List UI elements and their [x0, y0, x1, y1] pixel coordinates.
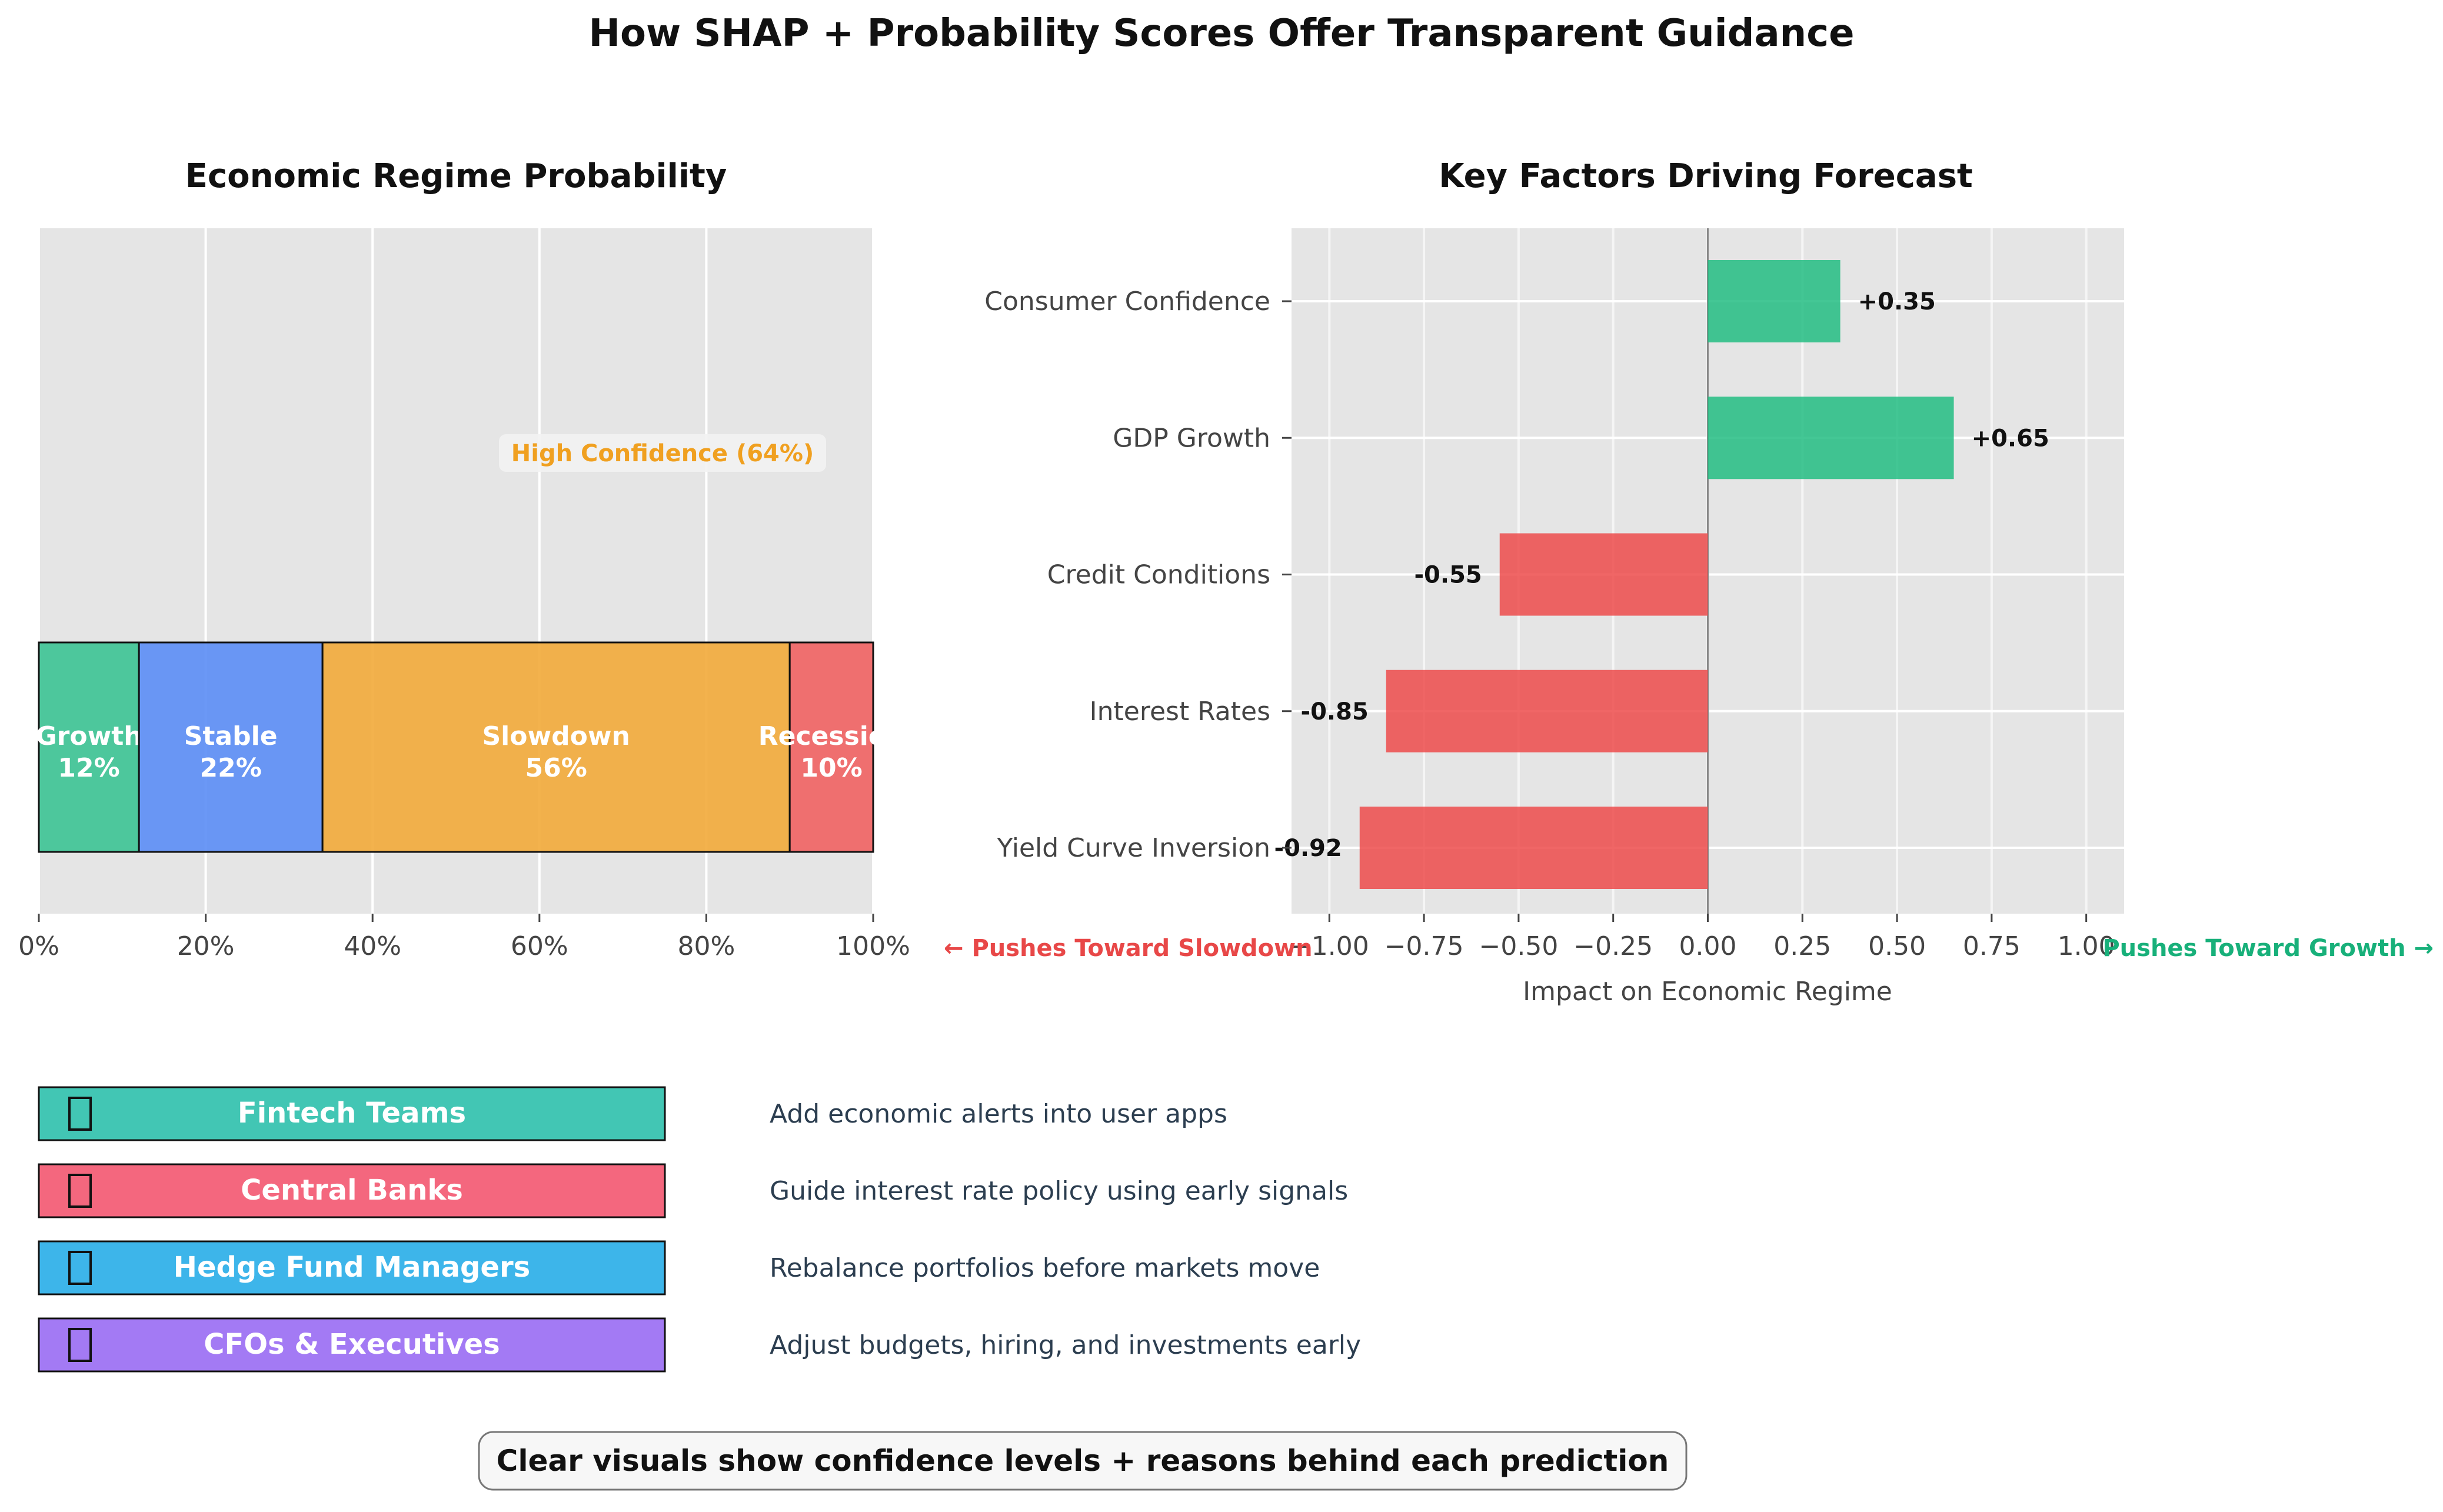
audience-description: Adjust budgets, hiring, and investments …	[770, 1330, 1361, 1360]
regime-x-ticks: 0% 20% 40% 60% 80% 100%	[18, 914, 910, 961]
shap-tick-label: −0.50	[1479, 931, 1558, 961]
audience-row: Hedge Fund Managers Rebalance portfolios …	[38, 1240, 1320, 1295]
slowdown-hint: ← Pushes Toward Slowdown	[944, 935, 1313, 962]
segment-growth	[38, 641, 140, 853]
shap-bar	[1708, 397, 1954, 479]
regime-tick-label: 100%	[836, 931, 910, 961]
regime-tick-label: 80%	[678, 931, 735, 961]
audience-name: Hedge Fund Managers	[174, 1251, 530, 1284]
regime-tick-label: 60%	[511, 931, 568, 961]
shap-value-label: -0.55	[1414, 562, 1482, 589]
audience-name: CFOs & Executives	[204, 1328, 500, 1361]
growth-hint: Pushes Toward Growth →	[2102, 935, 2434, 962]
shap-tick-label: 0.25	[1773, 931, 1831, 961]
bank-icon-glyph	[68, 1174, 92, 1208]
shap-bar	[1359, 807, 1708, 889]
shap-value-label: +0.65	[1972, 425, 2049, 452]
fintech-icon	[68, 1097, 92, 1131]
shap-factors-chart: Key Factors Driving Forecast +0.35 +0.65 -…	[944, 157, 2434, 1007]
confidence-annotation: High Confidence (64%)	[499, 434, 826, 472]
shap-bar	[1499, 533, 1708, 616]
segment-name: Growth	[36, 721, 142, 751]
shap-tick-label: 0.50	[1868, 931, 1926, 961]
confidence-annotation-text: High Confidence (64%)	[511, 440, 814, 467]
shap-value-label: +0.35	[1858, 288, 1936, 315]
audience-box	[38, 1240, 666, 1295]
regime-chart-title: Economic Regime Probability	[185, 157, 727, 195]
segment-value: 22%	[199, 753, 261, 783]
shap-category-label: GDP Growth	[1113, 423, 1270, 453]
shap-tick-label: −0.75	[1384, 931, 1464, 961]
audience-description: Add economic alerts into user apps	[770, 1099, 1227, 1129]
segment-value: 56%	[525, 753, 587, 783]
segment-value: 10%	[800, 753, 862, 783]
audience-description: Guide interest rate policy using early s…	[770, 1176, 1348, 1206]
shap-tick-label: 0.75	[1963, 931, 2021, 961]
footer-box	[478, 1431, 1688, 1491]
briefcase-icon	[68, 1328, 92, 1362]
segment-name: Recession	[758, 721, 905, 751]
audience-box	[38, 1163, 666, 1218]
regime-tick-label: 20%	[177, 931, 235, 961]
chart-icon	[68, 1251, 92, 1285]
audience-description: Rebalance portfolios before markets move	[770, 1253, 1320, 1283]
shap-category-label: Yield Curve Inversion	[996, 833, 1270, 863]
shap-categories: Consumer Confidence GDP Growth Credit Cond…	[984, 287, 1292, 863]
bank-icon	[68, 1174, 92, 1208]
briefcase-icon-glyph	[68, 1328, 92, 1362]
shap-bar	[1386, 670, 1708, 752]
audience-box	[38, 1317, 666, 1373]
segment-value: 12%	[58, 753, 119, 783]
shap-x-ticks: −1.00 −0.75 −0.50 −0.25 0.00 0.25 0.50 0.75 1.00	[1290, 914, 2115, 961]
segment-recession	[788, 641, 874, 853]
segment-slowdown	[321, 641, 791, 853]
audience-box	[38, 1086, 666, 1141]
regime-tick-label: 40%	[344, 931, 401, 961]
shap-bar	[1708, 260, 1840, 342]
confidence-annotation-box	[499, 434, 826, 472]
shap-tick-label: −1.00	[1290, 931, 1369, 961]
shap-category-label: Credit Conditions	[1047, 560, 1270, 590]
figure-title: How SHAP + Probability Scores Offer Tran…	[588, 12, 1854, 55]
shap-value-label: -0.85	[1300, 698, 1368, 725]
footer-callout: Clear visuals show confidence levels + r…	[478, 1431, 1688, 1491]
audience-row: Fintech Teams Add economic alerts into us…	[38, 1086, 1227, 1141]
audience-row: CFOs & Executives Adjust budgets, hiring,…	[38, 1317, 1361, 1373]
segment-stable	[138, 641, 324, 853]
shap-tick-label: −0.25	[1573, 931, 1653, 961]
shap-bars: +0.35+0.65-0.55-0.85-0.92	[1274, 260, 2049, 889]
shap-category-label: Consumer Confidence	[984, 287, 1270, 317]
shap-chart-title: Key Factors Driving Forecast	[1439, 157, 1973, 195]
audience-list: Fintech Teams Add economic alerts into us…	[38, 1086, 1361, 1373]
shap-tick-label: 0.00	[1679, 931, 1737, 961]
segment-name: Slowdown	[482, 721, 630, 751]
audience-row: Central Banks Guide interest rate policy …	[38, 1163, 1348, 1218]
chart-icon-glyph	[68, 1251, 92, 1285]
audience-name: Fintech Teams	[238, 1097, 466, 1130]
audience-name: Central Banks	[241, 1174, 463, 1207]
shap-category-label: Interest Rates	[1090, 697, 1270, 727]
segment-name: Stable	[184, 721, 278, 751]
fintech-icon-glyph	[68, 1097, 92, 1131]
shap-x-axis-label: Impact on Economic Regime	[1523, 977, 1892, 1007]
regime-tick-label: 0%	[18, 931, 59, 961]
shap-tick-label: 1.00	[2058, 931, 2115, 961]
footer-text: Clear visuals show confidence levels + r…	[497, 1444, 1669, 1478]
